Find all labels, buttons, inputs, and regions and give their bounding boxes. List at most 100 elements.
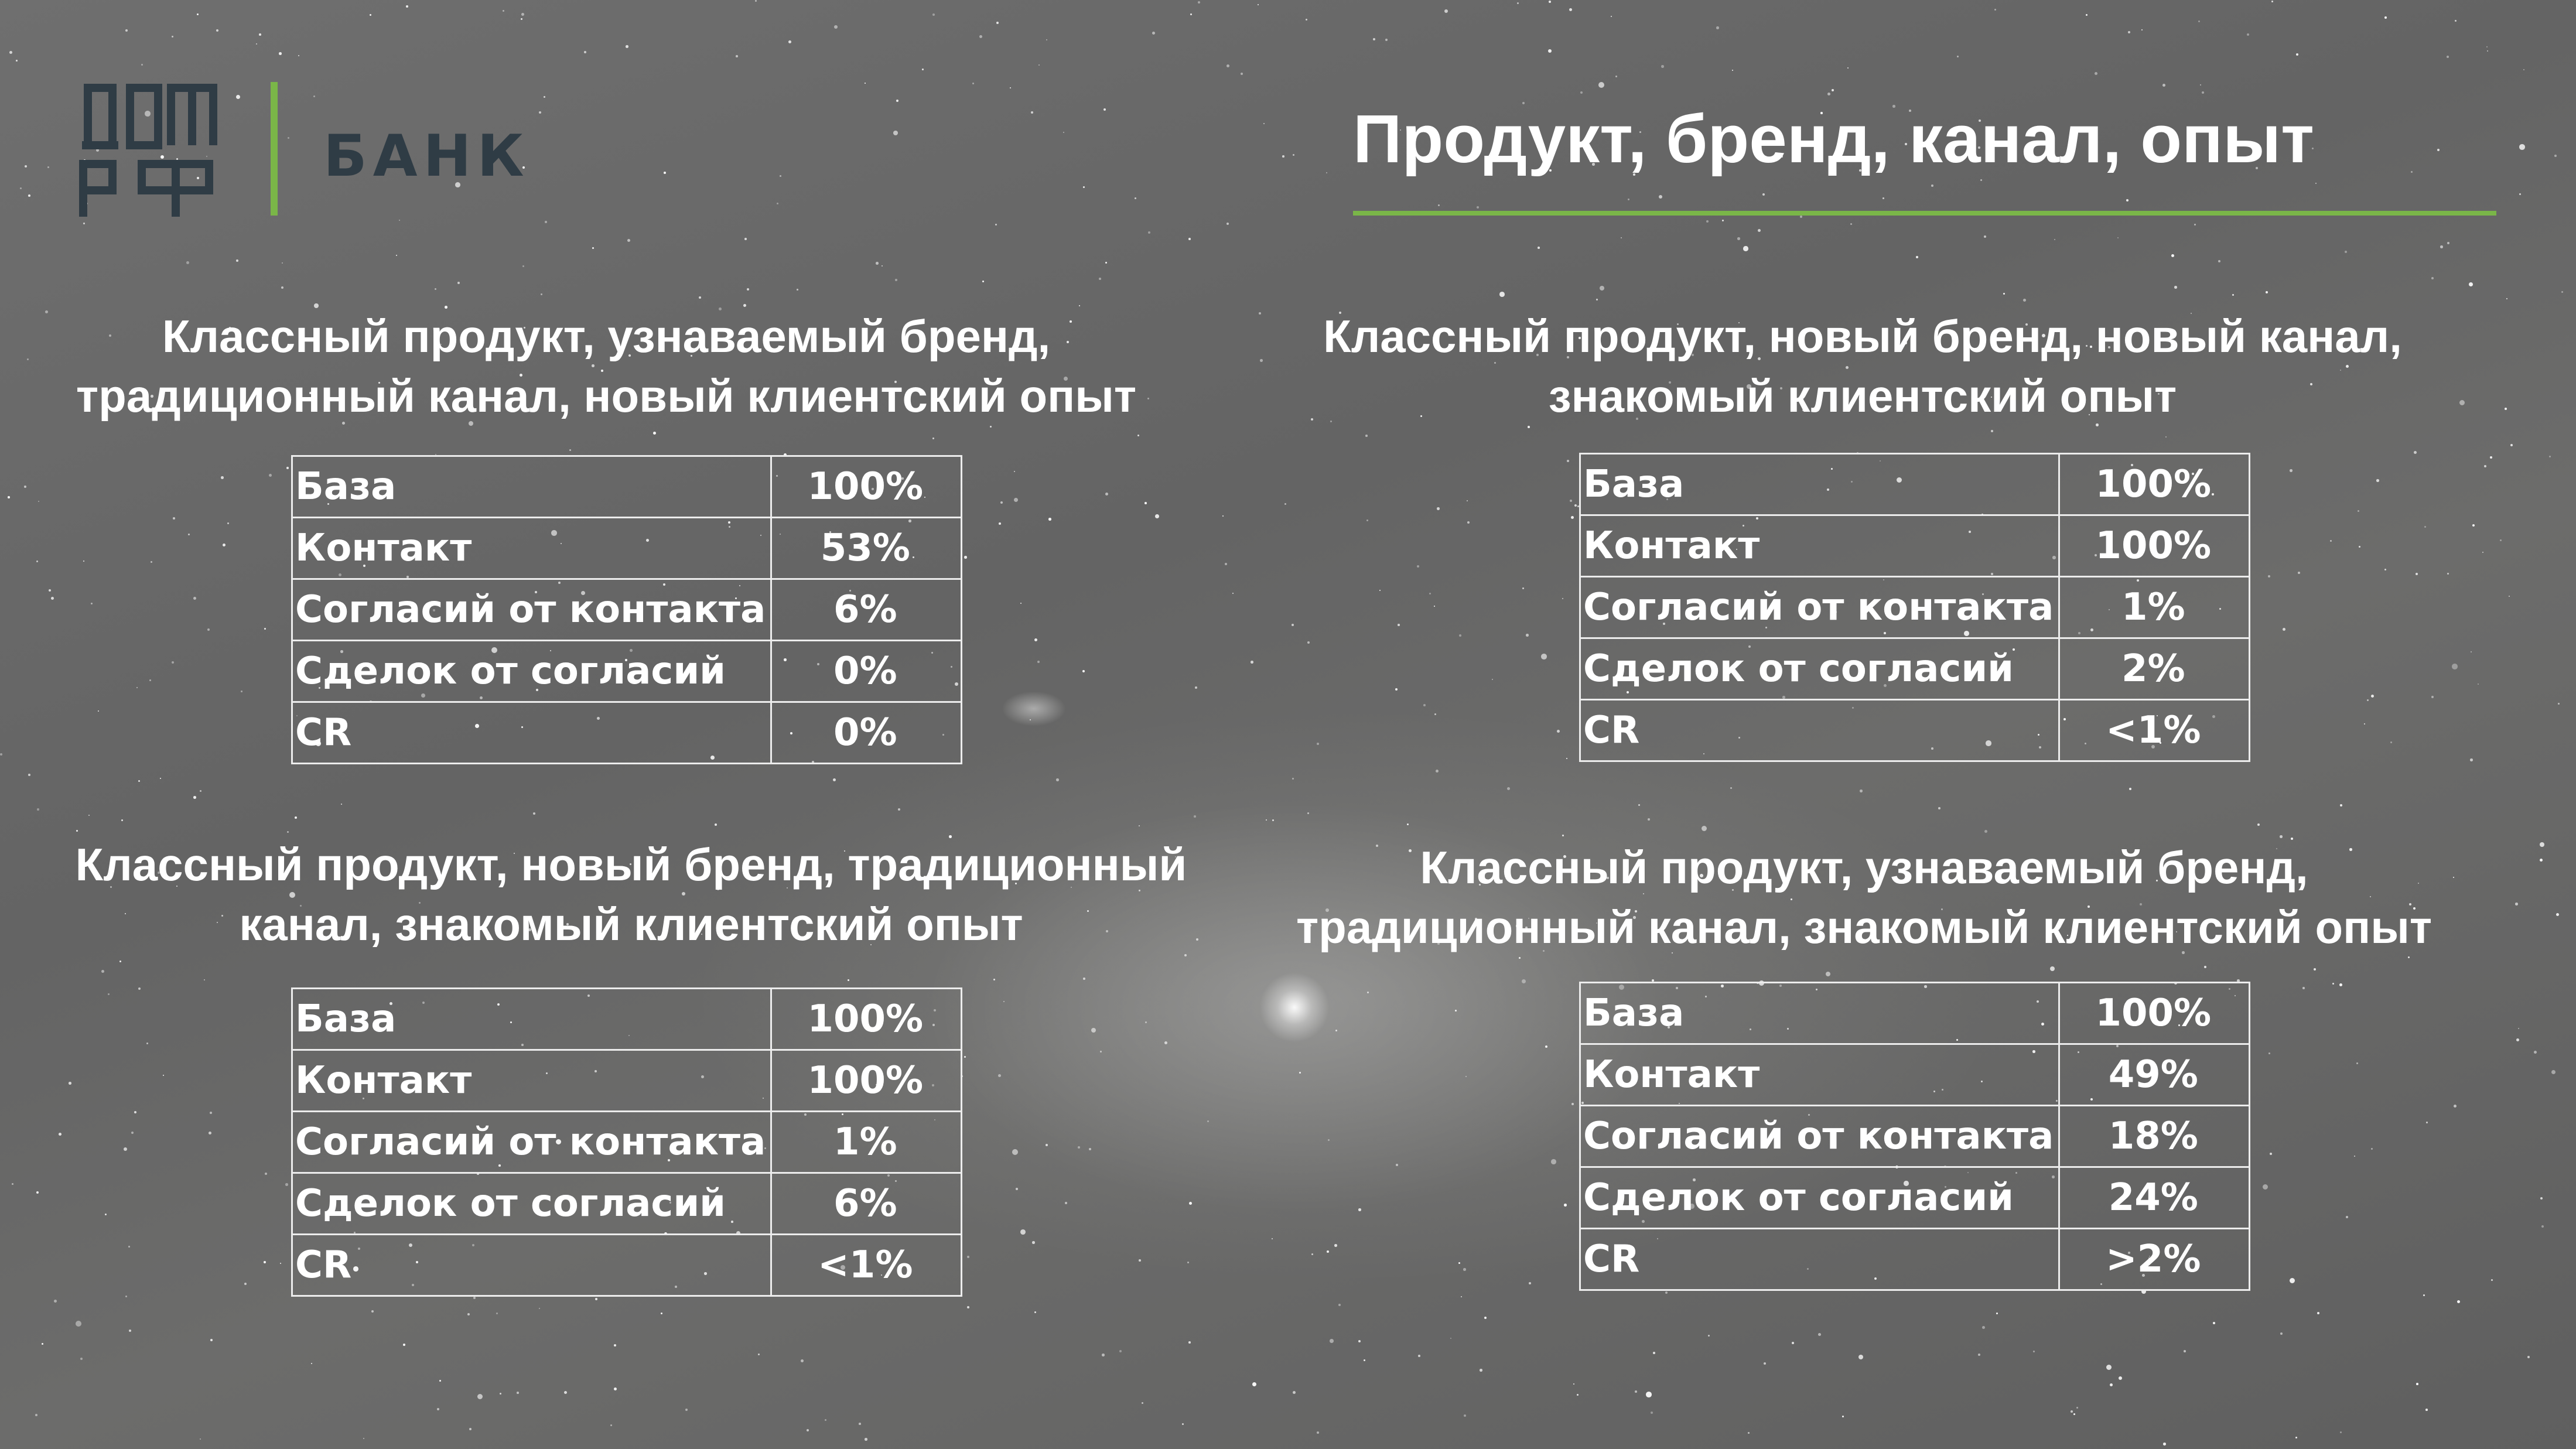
star-dot [1188,1341,1191,1344]
star-dot [2298,572,2301,575]
star-dot [2440,245,2443,248]
star-dot [1379,590,1381,592]
star-dot [241,691,242,692]
star-dot [1003,1001,1005,1003]
star-dot [758,1354,760,1356]
star-dot [2540,1197,2543,1199]
table-row: Сделок от согласий 0% [291,640,963,703]
star-dot [1978,1354,1981,1356]
metric-value: 100% [770,987,963,1051]
star-dot [8,496,10,498]
star-dot [2486,46,2488,47]
star-dot [1078,1146,1081,1149]
star-dot [2411,171,2413,173]
star-dot [1529,1282,1532,1285]
star-dot [1232,593,1234,594]
star-dot [16,60,18,61]
star-dot [2302,987,2305,989]
star-dot [2527,1356,2530,1359]
logo-divider [271,82,278,216]
star-dot [1732,70,1734,71]
star-dot [1031,111,1033,114]
star-dot [1507,787,1510,790]
star-dot [2280,1332,2283,1335]
star-dot [2346,1216,2349,1219]
star-dot [2431,277,2434,279]
star-dot [2023,299,2026,302]
star-dot [1653,1352,1655,1354]
star-dot [2561,291,2564,293]
metric-label: CR [291,1233,773,1297]
star-dot [259,33,261,36]
star-dot [2290,469,2293,472]
star-dot [0,753,3,756]
star-dot [146,1043,148,1044]
star-dot [1038,64,1040,66]
star-dot [108,993,110,995]
star-dot [1580,91,1583,94]
star-dot [35,1414,37,1416]
star-dot [788,40,791,43]
star-dot [1012,1149,1018,1155]
galaxy-core [1259,972,1330,1043]
star-dot [2367,699,2369,702]
star-dot [1258,4,1259,6]
star-dot [473,1297,476,1300]
star-dot [1541,654,1547,659]
star-dot [76,1321,81,1327]
star-dot [2510,444,2513,446]
table-row: Сделок от согласий 6% [291,1172,963,1235]
star-dot [2426,1122,2428,1123]
star-dot [125,1296,128,1298]
star-dot [1569,8,1572,11]
star-dot [172,661,174,664]
star-dot [2268,1052,2270,1054]
star-dot [1037,661,1040,663]
star-dot [1135,197,1136,199]
star-dot [216,29,219,32]
star-dot [2247,33,2250,36]
star-dot [124,1147,128,1151]
star-dot [1467,500,1468,502]
star-dot [998,1074,1001,1077]
star-dot [1000,501,1003,504]
star-dot [2490,456,2492,459]
star-dot [2073,1413,2075,1415]
star-dot [1538,247,1540,249]
star-dot [129,1330,132,1332]
star-dot [1858,1355,1864,1360]
star-dot [163,1075,165,1077]
star-dot [539,1308,541,1310]
star-dot [2339,983,2342,986]
star-dot [2500,539,2502,542]
metric-label: Контакт [1579,1043,2061,1106]
star-dot [244,1283,247,1286]
star-dot [2454,1105,2457,1108]
star-dot [626,45,628,48]
star-dot [2516,1038,2519,1041]
star-dot [932,438,934,439]
star-dot [469,1428,472,1431]
star-dot [2384,16,2387,19]
star-dot [967,1256,970,1259]
star-dot [1564,1204,1567,1207]
star-dot [1148,231,1151,234]
star-dot [2071,1410,2073,1413]
star-dot [521,13,524,16]
star-dot [1398,624,1400,626]
star-dot [435,288,437,291]
metric-label: Согласий от контакта [1579,1105,2061,1168]
star-dot [2270,1153,2272,1155]
star-dot [2295,1437,2297,1438]
star-dot [279,52,282,55]
star-dot [2263,1184,2268,1190]
star-dot [1621,237,1622,239]
star-dot [569,449,571,451]
metric-label: База [291,455,773,518]
star-dot [105,1214,107,1216]
metric-label: Согласий от контакта [291,1110,773,1174]
star-dot [2482,552,2484,553]
star-dot [98,710,100,712]
star-dot [236,259,238,262]
star-dot [2218,260,2221,263]
